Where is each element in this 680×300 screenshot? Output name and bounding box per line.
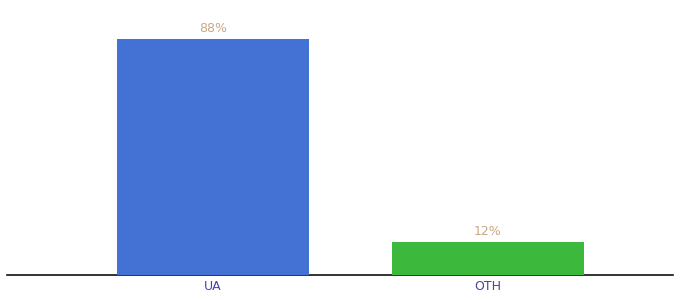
Text: 12%: 12%	[474, 225, 502, 239]
Bar	[392, 242, 584, 274]
Bar	[117, 39, 309, 274]
Text: 88%: 88%	[199, 22, 227, 35]
